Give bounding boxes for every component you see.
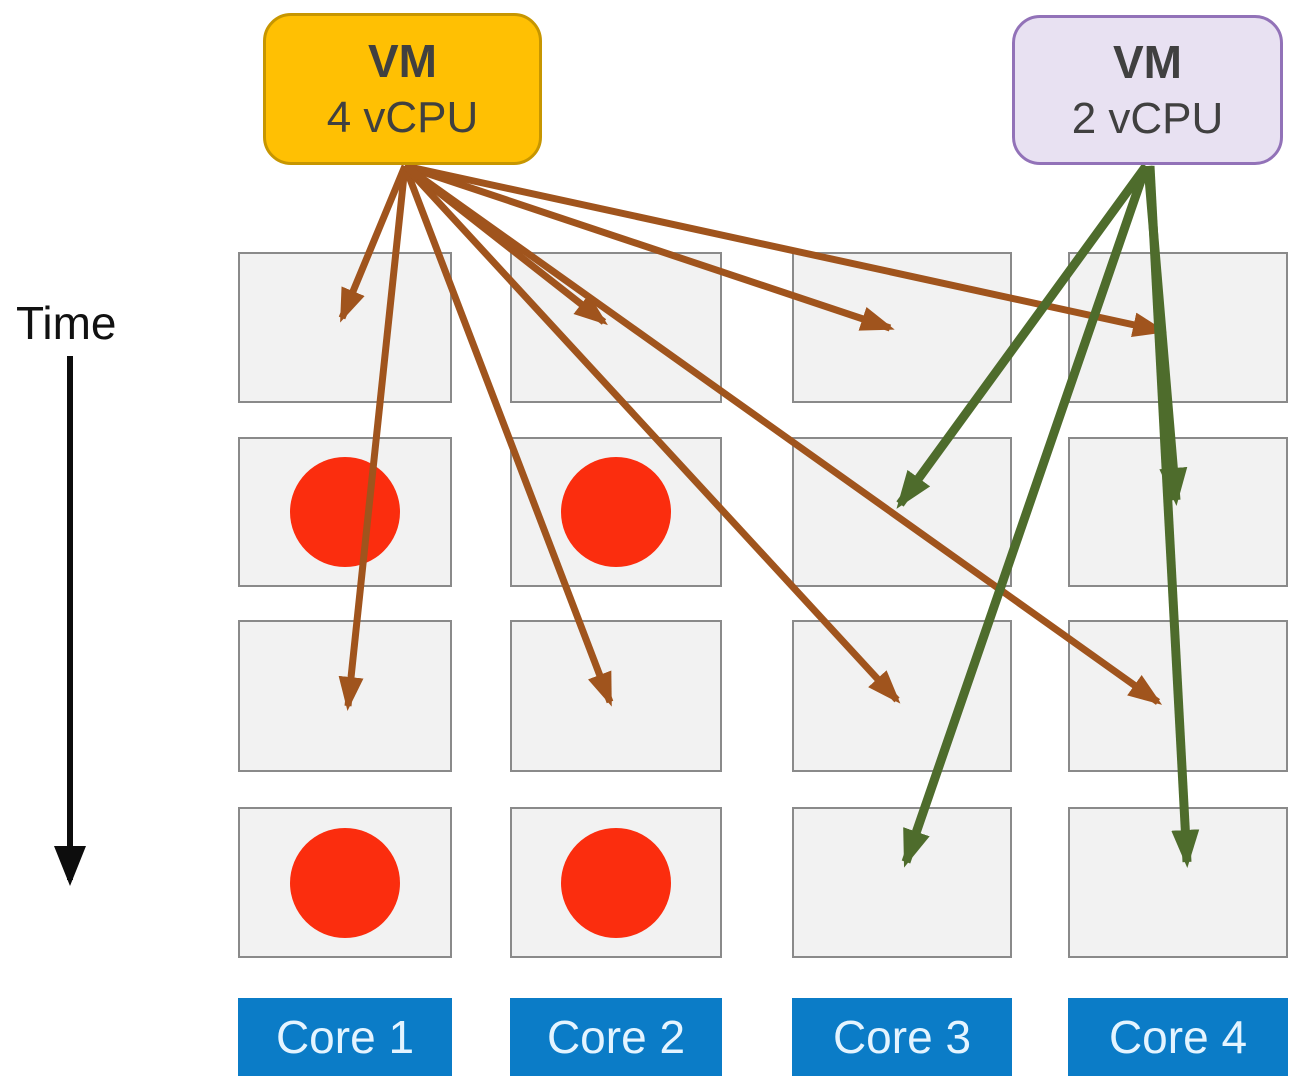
core-slot-cell — [792, 620, 1012, 772]
vm-2vcpu-title: VM — [1113, 35, 1182, 88]
vm-4vcpu-subtitle: 4 vCPU — [326, 93, 479, 143]
core-slot-cell — [792, 807, 1012, 958]
vm-2vcpu-subtitle: 2 vCPU — [1071, 94, 1224, 144]
core-slot-cell — [792, 252, 1012, 403]
scheduled-vcpu-dot — [290, 827, 400, 938]
core-slot-cell — [1068, 807, 1288, 958]
core-slot-cell — [510, 620, 722, 772]
core-slot-cell — [1068, 437, 1288, 587]
scheduled-vcpu-dot — [561, 457, 671, 567]
vm-4vcpu-title: VM — [368, 34, 437, 87]
scheduled-vcpu-dot — [290, 457, 400, 567]
scheduled-vcpu-dot — [561, 827, 671, 938]
core-slot-cell — [238, 620, 452, 772]
core-slot-cell — [238, 252, 452, 403]
core-label-1: Core 1 — [238, 998, 452, 1076]
core-slot-cell — [1068, 620, 1288, 772]
core-slot-cell — [510, 252, 722, 403]
vm-2vcpu-box: VM 2 vCPU — [1012, 15, 1283, 165]
core-label-3: Core 3 — [792, 998, 1012, 1076]
core-label-4: Core 4 — [1068, 998, 1288, 1076]
time-axis-label: Time — [16, 297, 117, 349]
core-label-2: Core 2 — [510, 998, 722, 1076]
core-slot-cell — [792, 437, 1012, 587]
core-slot-cell — [1068, 252, 1288, 403]
vm-4vcpu-box: VM 4 vCPU — [263, 13, 542, 165]
